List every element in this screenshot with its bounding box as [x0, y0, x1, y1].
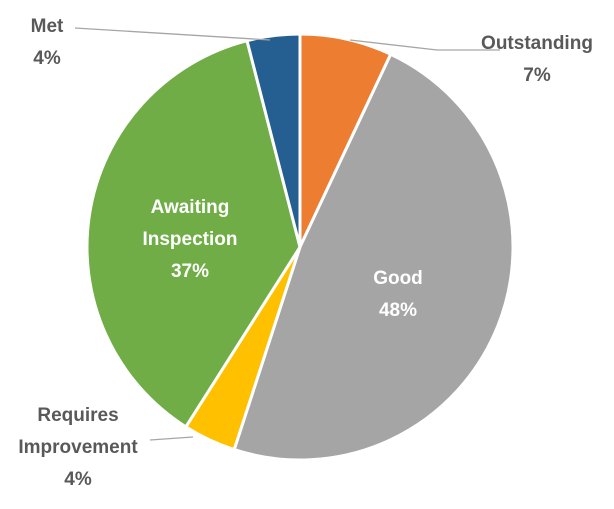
leader-line — [149, 436, 194, 441]
value-label: 7% — [523, 65, 551, 86]
leader-line — [349, 39, 500, 51]
value-label: 48% — [378, 300, 418, 321]
category-label: Requires Improvement — [18, 405, 138, 458]
value-label: 37% — [170, 261, 210, 282]
pie-slice — [245, 32, 302, 248]
category-label: Outstanding — [481, 33, 593, 54]
data-label: Awaiting Inspection 37% — [120, 192, 260, 288]
data-label: Good 48% — [338, 263, 458, 327]
leader-line — [74, 27, 271, 41]
category-label: Good — [373, 268, 423, 289]
category-label: Awaiting Inspection — [142, 197, 238, 250]
data-label: Requires Improvement 4% — [13, 400, 143, 496]
category-label: Met — [30, 16, 64, 37]
data-label: Outstanding 7% — [457, 28, 614, 92]
data-label: Met 4% — [7, 11, 87, 75]
value-label: 4% — [64, 469, 92, 490]
value-label: 4% — [33, 48, 61, 69]
pie-slice — [85, 38, 302, 429]
pie-slice — [232, 52, 515, 462]
